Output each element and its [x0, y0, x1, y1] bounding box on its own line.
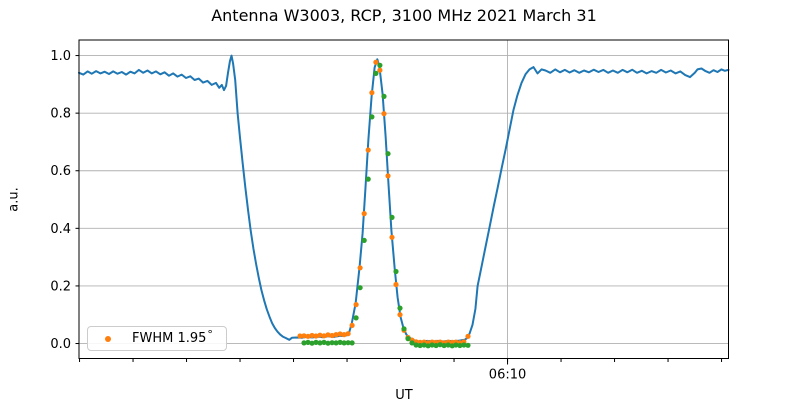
data-point	[345, 331, 351, 337]
data-point	[353, 315, 359, 321]
y-tick-label: 0.6	[50, 164, 71, 179]
data-point	[329, 340, 335, 346]
data-point	[349, 340, 355, 346]
data-point	[445, 342, 451, 348]
data-point	[337, 331, 343, 337]
data-point	[377, 62, 383, 68]
axes-spines	[78, 39, 729, 359]
data-point	[309, 332, 315, 339]
data-point	[385, 173, 391, 179]
data-point	[309, 340, 315, 346]
data-point	[381, 93, 387, 99]
data-point	[317, 332, 323, 338]
data-point	[373, 59, 379, 65]
data-point	[357, 285, 363, 291]
data-point	[409, 340, 415, 346]
data-point	[377, 67, 383, 73]
legend-marker-dot-icon	[105, 335, 111, 342]
data-point	[421, 342, 427, 348]
data-point	[305, 333, 311, 339]
data-point	[369, 114, 375, 120]
y-tick-label: 0.0	[50, 337, 71, 352]
data-point	[397, 305, 403, 311]
data-point	[357, 265, 363, 271]
y-axis-label: a.u.	[6, 187, 22, 212]
data-point	[381, 111, 387, 117]
chart-title: Antenna W3003, RCP, 3100 MHz 2021 March …	[211, 6, 597, 25]
data-point	[373, 70, 379, 76]
data-point	[437, 342, 443, 348]
data-point	[385, 151, 391, 157]
y-tick-label: 1.0	[50, 49, 71, 64]
data-point	[465, 342, 471, 348]
data-point	[297, 333, 303, 339]
data-point	[401, 326, 407, 332]
data-point	[325, 340, 331, 346]
legend-label: FWHM 1.95°	[132, 328, 213, 346]
degree-symbol: °	[207, 328, 213, 341]
data-point	[333, 340, 339, 346]
data-point	[433, 342, 439, 349]
data-point	[465, 333, 471, 339]
data-point	[349, 322, 355, 328]
data-point	[333, 332, 339, 338]
x-axis-label: UT	[395, 388, 413, 400]
data-point	[389, 234, 395, 240]
data-point	[325, 332, 331, 338]
data-point	[301, 333, 307, 339]
antenna-signal-line	[78, 54, 730, 343]
y-tick-label: 0.2	[50, 279, 71, 294]
data-point	[365, 147, 371, 153]
data-point	[341, 332, 347, 338]
data-point	[321, 333, 327, 339]
data-point	[321, 339, 327, 345]
data-point	[457, 342, 463, 349]
data-point	[329, 332, 335, 339]
data-point	[393, 268, 399, 275]
data-point	[353, 302, 359, 308]
data-point	[365, 176, 371, 182]
data-point	[389, 214, 395, 220]
data-point	[413, 342, 419, 348]
data-point	[337, 339, 343, 345]
data-point	[361, 237, 367, 243]
data-point	[345, 340, 351, 346]
y-tick-label: 0.4	[50, 222, 71, 237]
legend: FWHM 1.95°	[87, 326, 227, 351]
data-point	[397, 312, 403, 318]
data-point	[317, 340, 323, 346]
data-point	[369, 90, 375, 96]
data-point	[441, 342, 447, 349]
data-point	[361, 211, 367, 217]
data-point	[429, 342, 435, 348]
data-point	[453, 342, 459, 348]
data-point	[313, 339, 319, 345]
data-point	[313, 333, 319, 339]
data-point	[393, 281, 399, 288]
data-point	[405, 336, 411, 342]
data-point	[305, 339, 311, 345]
data-point	[461, 342, 467, 348]
data-point	[417, 342, 423, 349]
gaussian-fit-points-green	[301, 62, 471, 349]
data-point	[425, 343, 431, 349]
y-tick-label: 0.8	[50, 107, 71, 122]
legend-label-text: FWHM 1.95	[132, 331, 207, 346]
x-tick-label: 06:10	[489, 368, 526, 383]
data-point	[301, 340, 307, 346]
data-point	[341, 340, 347, 346]
